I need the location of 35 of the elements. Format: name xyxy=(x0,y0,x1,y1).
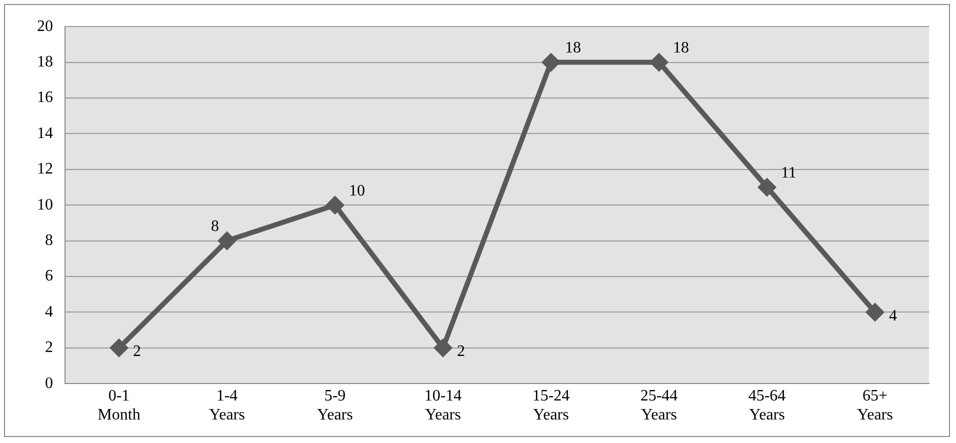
y-tick-label: 12 xyxy=(37,160,53,178)
data-label: 11 xyxy=(781,164,796,182)
y-tick-label: 6 xyxy=(45,268,53,285)
y-tick-label: 0 xyxy=(45,374,53,392)
x-tick-label: 0-1 Month xyxy=(98,387,140,424)
point xyxy=(650,54,668,71)
y-tick-label: 20 xyxy=(37,18,53,35)
x-tick-label: 45-64 Years xyxy=(748,387,786,424)
data-label: 10 xyxy=(349,182,365,200)
data-label: 8 xyxy=(211,218,219,236)
y-tick-label: 18 xyxy=(37,54,53,71)
y-tick-label: 2 xyxy=(45,339,53,356)
data-label: 2 xyxy=(133,343,141,360)
point xyxy=(866,304,884,321)
y-tick-label: 14 xyxy=(37,124,53,142)
x-tick-label: 25-44 Years xyxy=(640,387,678,424)
point xyxy=(542,54,560,71)
x-tick-label: 65+ Years xyxy=(857,387,893,424)
data-label: 4 xyxy=(889,307,897,324)
data-label: 2 xyxy=(457,343,465,360)
y-tick-label: 16 xyxy=(37,89,53,106)
x-tick-label: 1-4 Years xyxy=(209,387,245,424)
x-tick-label: 15-24 Years xyxy=(532,387,570,424)
y-tick-label: 10 xyxy=(37,196,53,214)
point xyxy=(758,178,776,196)
y-tick-label: 4 xyxy=(45,303,53,320)
x-tick-label: 5-9 Years xyxy=(317,387,353,424)
point xyxy=(434,339,452,356)
x-tick-label: 10-14 Years xyxy=(424,387,462,424)
data-label: 18 xyxy=(565,40,581,57)
y-tick-label: 8 xyxy=(45,232,53,250)
data-label: 18 xyxy=(673,40,689,57)
point xyxy=(326,196,344,214)
point xyxy=(110,339,128,356)
point xyxy=(218,232,236,250)
